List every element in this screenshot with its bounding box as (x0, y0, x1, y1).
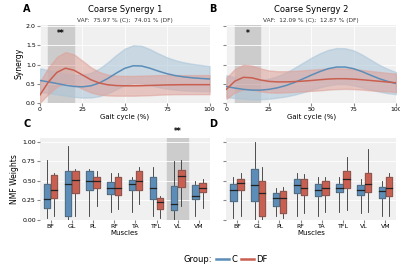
Text: Coarse Synergy 1: Coarse Synergy 1 (88, 5, 162, 14)
Text: **: ** (57, 29, 65, 38)
Text: *: * (246, 29, 250, 38)
Text: C: C (23, 120, 30, 129)
Y-axis label: NMF Weights: NMF Weights (10, 154, 19, 204)
X-axis label: Gait cycle (%): Gait cycle (%) (287, 113, 336, 120)
X-axis label: Muscles: Muscles (111, 230, 139, 236)
Bar (235, 25, 260, 103)
Title: VAF:  75.97 % (C);  74.01 % (DF): VAF: 75.97 % (C); 74.01 % (DF) (77, 19, 173, 23)
Text: A: A (23, 4, 30, 14)
Text: Coarse Synergy 2: Coarse Synergy 2 (274, 5, 348, 14)
Legend: Group:, C, DF: Group:, C, DF (168, 255, 268, 264)
Title: VAF:  12.09 % (C);  12.87 % (DF): VAF: 12.09 % (C); 12.87 % (DF) (263, 19, 359, 23)
Text: B: B (210, 4, 217, 14)
X-axis label: Muscles: Muscles (297, 230, 325, 236)
Text: D: D (210, 120, 218, 129)
Y-axis label: Synergy: Synergy (14, 48, 23, 79)
X-axis label: Gait cycle (%): Gait cycle (%) (100, 113, 149, 120)
Bar (167, 138, 188, 219)
Bar (48, 25, 74, 103)
Text: **: ** (174, 127, 182, 136)
